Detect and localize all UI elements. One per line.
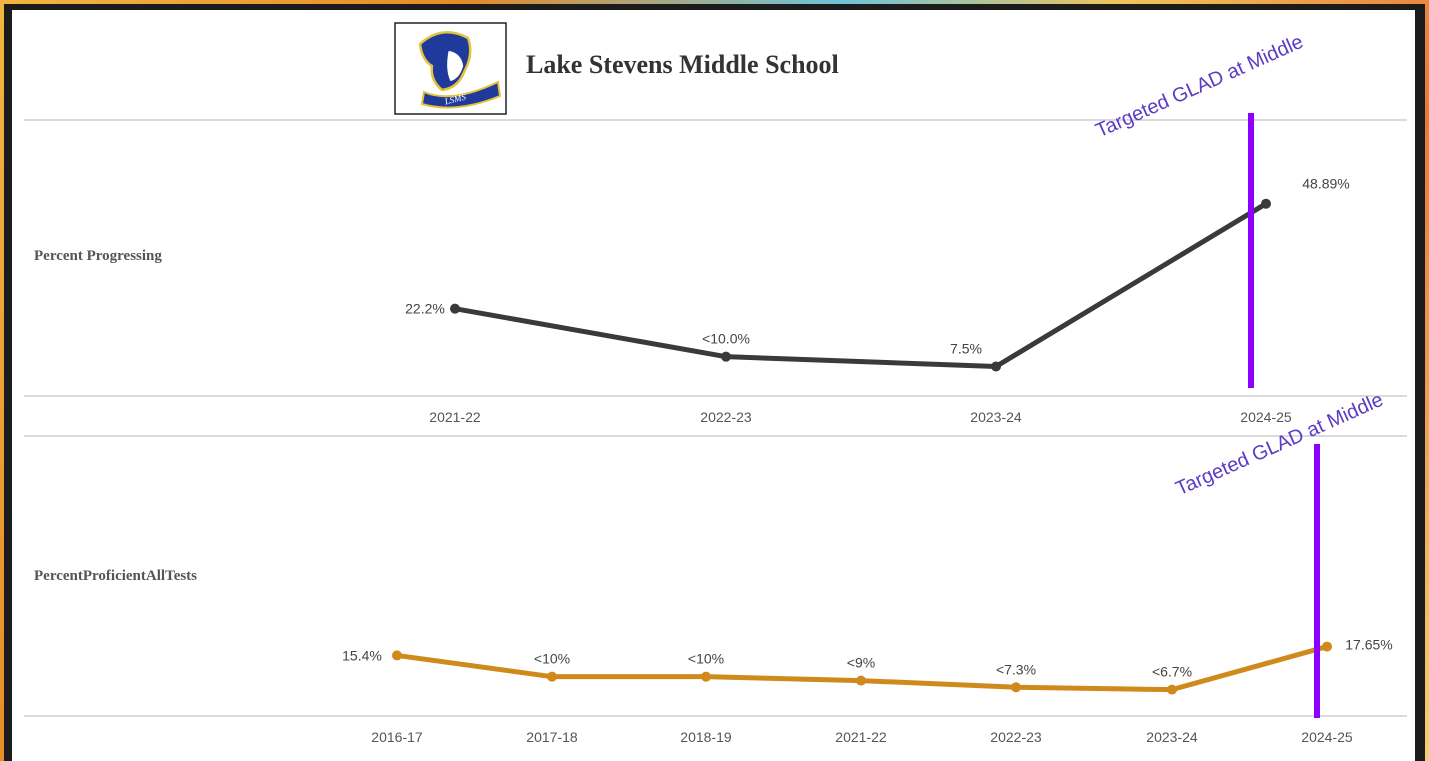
- dashboard-card: LSMS Lake Stevens Middle School Percent Pr…: [12, 10, 1415, 761]
- y-axis-label: Percent Progressing: [34, 248, 162, 264]
- page-title: Lake Stevens Middle School: [526, 50, 839, 79]
- data-label: 17.65%: [1345, 637, 1392, 653]
- data-point[interactable]: [450, 303, 460, 314]
- data-label: <6.7%: [1152, 664, 1192, 680]
- data-label: 7.5%: [950, 341, 982, 357]
- annotation-label: Targeted GLAD at Middle: [1093, 31, 1307, 142]
- x-tick-label: 2024-25: [1301, 729, 1353, 745]
- data-point[interactable]: [1167, 684, 1177, 695]
- x-tick-label: 2021-22: [835, 729, 887, 745]
- data-label: 22.2%: [405, 301, 445, 317]
- data-label: <10.0%: [702, 331, 750, 347]
- y-axis-label: PercentProficientAllTests: [34, 568, 197, 584]
- x-tick-label: 2023-24: [970, 409, 1022, 425]
- data-point[interactable]: [547, 671, 557, 682]
- data-point[interactable]: [701, 671, 711, 682]
- data-point[interactable]: [856, 675, 866, 686]
- data-point[interactable]: [991, 361, 1001, 372]
- data-label: <9%: [847, 655, 875, 671]
- data-point[interactable]: [1322, 641, 1332, 652]
- data-label: <10%: [534, 651, 570, 667]
- data-point[interactable]: [1261, 198, 1271, 209]
- dashboard-chart: LSMS Lake Stevens Middle School Percent Pr…: [24, 22, 1407, 745]
- x-tick-label: 2022-23: [990, 729, 1042, 745]
- school-logo: LSMS: [394, 22, 507, 115]
- data-label: 48.89%: [1302, 176, 1349, 192]
- x-tick-label: 2017-18: [526, 729, 578, 745]
- x-tick-label: 2024-25: [1240, 409, 1292, 425]
- series-line: [452, 201, 1269, 369]
- data-label: <10%: [688, 651, 724, 667]
- x-tick-label: 2023-24: [1146, 729, 1198, 745]
- data-point[interactable]: [392, 650, 402, 661]
- data-label: <7.3%: [996, 661, 1036, 677]
- data-point[interactable]: [1011, 682, 1021, 693]
- x-tick-label: 2016-17: [371, 729, 423, 745]
- annotation-label: Targeted GLAD at Middle: [1173, 389, 1387, 500]
- x-tick-label: 2022-23: [700, 409, 752, 425]
- data-label: 15.4%: [342, 647, 382, 663]
- x-tick-label: 2018-19: [680, 729, 732, 745]
- x-tick-label: 2021-22: [429, 409, 481, 425]
- data-point[interactable]: [721, 351, 731, 362]
